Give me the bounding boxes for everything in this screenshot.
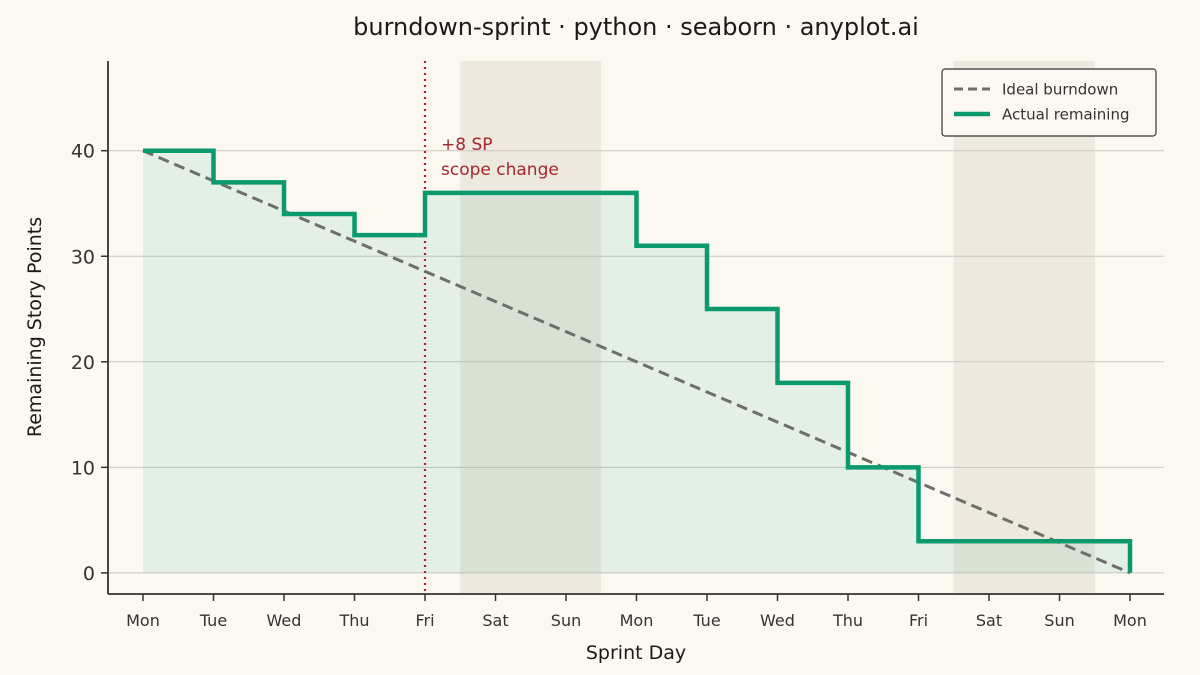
scope-change-annotation: +8 SP scope change <box>423 61 559 594</box>
y-tick-label-0: 0 <box>83 563 95 585</box>
x-tick-label-9: Wed <box>760 611 795 630</box>
x-tick-label-6: Sun <box>551 611 581 630</box>
x-tick-label-12: Sat <box>976 611 1002 630</box>
y-tick-label-10: 10 <box>71 457 95 479</box>
x-tick-label-5: Sat <box>482 611 508 630</box>
series-lines <box>142 148 1133 575</box>
chart-title: burndown-sprint · python · seaborn · any… <box>353 13 919 41</box>
annotation-text-0: +8 SP <box>441 135 493 155</box>
x-tick-labels: Mon Tue Wed Thu Fri Sat Sun Mon Tue Wed Thu Fri Sat S… <box>126 594 1147 630</box>
legend: Ideal burndown Actual remaining <box>941 68 1157 137</box>
x-tick-label-1: Tue <box>199 611 227 630</box>
y-tick-label-20: 20 <box>71 352 95 374</box>
y-tick-label-30: 30 <box>71 246 95 268</box>
x-tick-label-7: Mon <box>620 611 654 630</box>
x-tick-label-0: Mon <box>126 611 160 630</box>
x-tick-label-4: Fri <box>415 611 434 630</box>
x-tick-label-3: Thu <box>338 611 369 630</box>
y-axis-label: Remaining Story Points <box>24 217 46 437</box>
x-tick-label-14: Mon <box>1113 611 1147 630</box>
x-tick-label-10: Thu <box>832 611 863 630</box>
legend-box <box>941 68 1157 137</box>
y-tick-labels: 0 10 20 30 40 <box>71 141 108 585</box>
actual-remaining-line <box>143 148 1133 573</box>
y-tick-label-40: 40 <box>71 141 95 163</box>
legend-label-ideal: Ideal burndown <box>1002 81 1118 99</box>
weekend-bands <box>460 61 1095 594</box>
legend-label-actual: Actual remaining <box>1002 106 1130 124</box>
gridlines <box>108 150 1164 574</box>
weekend-band-1 <box>953 61 1095 594</box>
ideal-burndown-line <box>142 149 1131 575</box>
x-tick-label-2: Wed <box>267 611 302 630</box>
annotation-text-1: scope change <box>441 160 559 180</box>
x-axis-label: Sprint Day <box>586 642 686 664</box>
x-tick-label-8: Tue <box>692 611 720 630</box>
x-tick-label-13: Sun <box>1044 611 1074 630</box>
weekend-band-0 <box>460 61 602 594</box>
x-tick-label-11: Fri <box>909 611 928 630</box>
